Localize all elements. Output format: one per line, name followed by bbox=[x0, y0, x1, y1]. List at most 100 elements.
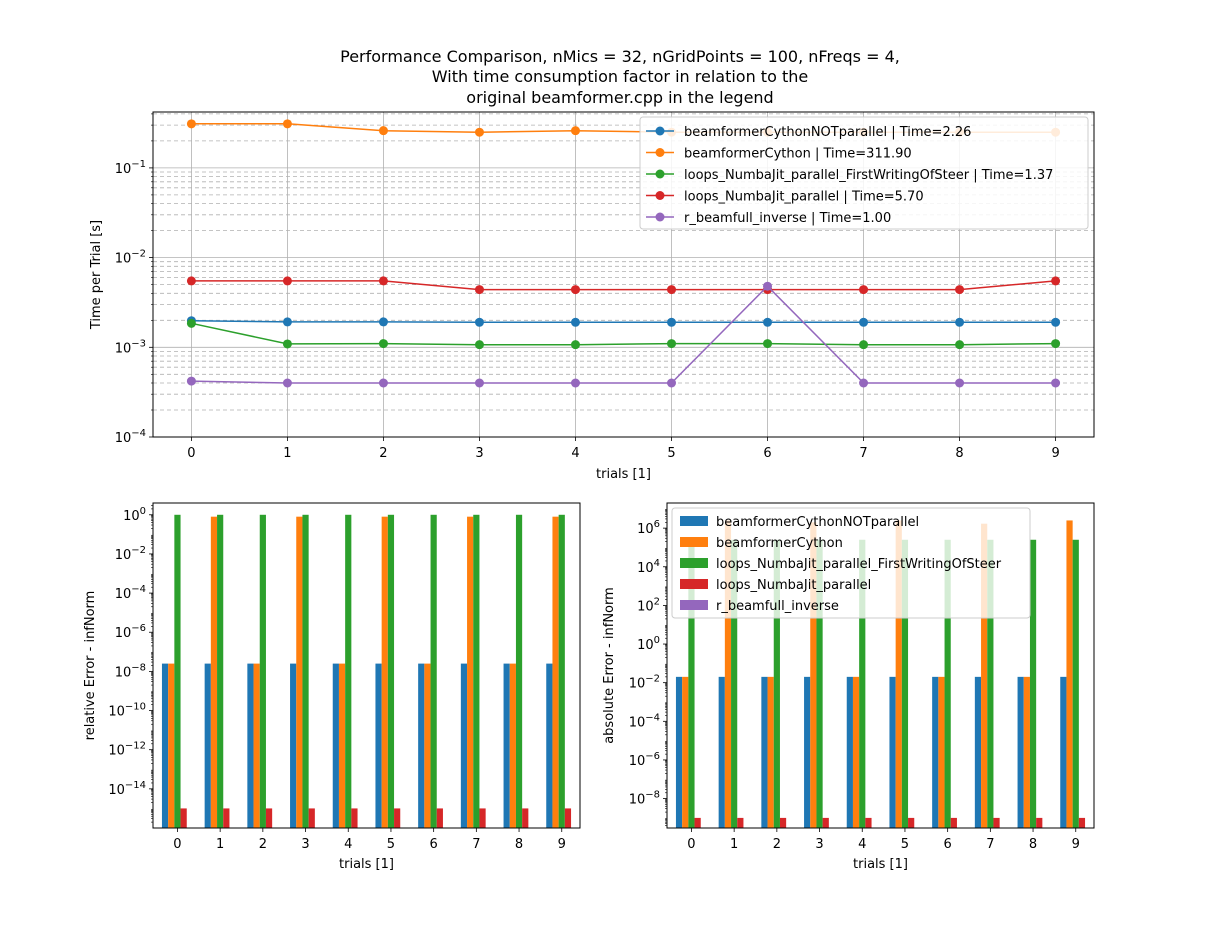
bar-loops_NumbaJit_parallel_FirstWritingOfSteer bbox=[816, 539, 823, 828]
x-tick-label: 6 bbox=[430, 837, 438, 852]
bar-beamformerCython bbox=[338, 663, 346, 828]
legend: beamformerCythonNOTparallel beamformerCyt… bbox=[671, 507, 1031, 619]
bar-beamformerCythonNOTparallel bbox=[332, 663, 339, 828]
bar-beamformerCythonNOTparallel bbox=[418, 663, 425, 828]
bar-loops_NumbaJit_parallel_FirstWritingOfSteer bbox=[302, 514, 309, 828]
bar-loops_NumbaJit_parallel bbox=[351, 808, 358, 828]
x-tick-label: 1 bbox=[283, 446, 291, 461]
y-tick-label: 10−10 bbox=[108, 702, 146, 720]
y-tick-label: 10−1 bbox=[115, 159, 146, 177]
figure-title-line-1: Performance Comparison, nMics = 32, nGri… bbox=[340, 47, 900, 66]
timing-line-chart: 10−4 10−3 10−2 10−1 0 1 2 3 4 5 6 7 8 9 trials [1] Time… bbox=[89, 111, 1095, 482]
y-tick-label: 104 bbox=[637, 558, 660, 576]
bar-loops_NumbaJit_parallel bbox=[908, 817, 915, 828]
x-tick-label: 8 bbox=[955, 446, 963, 461]
figure-title-line-2: With time consumption factor in relation… bbox=[432, 67, 808, 86]
legend-marker bbox=[655, 148, 665, 157]
x-tick-label: 3 bbox=[475, 446, 483, 461]
legend-label: loops_NumbaJit_parallel_FirstWritingOfSt… bbox=[684, 168, 1053, 183]
series-line-r_beamfull_inverse bbox=[191, 285, 1056, 384]
bar-loops_NumbaJit_parallel bbox=[394, 808, 401, 828]
legend-label: r_beamfull_inverse | Time=1.00 bbox=[684, 211, 891, 226]
y-tick-label: 10−4 bbox=[115, 428, 146, 446]
data-point-loops_NumbaJit_parallel bbox=[955, 285, 965, 295]
series-line-beamformerCythonNOTparallel bbox=[191, 319, 1056, 324]
y-tick-label: 106 bbox=[637, 519, 660, 537]
data-point-r_beamfull_inverse bbox=[378, 378, 388, 388]
bar-beamformerCython bbox=[296, 516, 303, 828]
bar-beamformerCythonNOTparallel bbox=[503, 663, 510, 828]
data-point-loops_NumbaJit_parallel bbox=[378, 276, 388, 286]
bar-loops_NumbaJit_parallel bbox=[308, 808, 315, 828]
y-tick-label: 10−2 bbox=[629, 674, 660, 692]
y-tick-label: 10−6 bbox=[629, 751, 660, 769]
y-tick-label: 10−3 bbox=[115, 338, 146, 356]
data-point-r_beamfull_inverse bbox=[1051, 378, 1061, 388]
bar-loops_NumbaJit_parallel bbox=[265, 808, 273, 828]
data-point-loops_NumbaJit_parallel_FirstWritingOfSteer bbox=[570, 340, 580, 350]
bar-loops_NumbaJit_parallel bbox=[950, 817, 957, 828]
x-tick-label: 2 bbox=[259, 837, 267, 852]
bar-loops_NumbaJit_parallel bbox=[522, 808, 529, 828]
x-tick-label: 7 bbox=[986, 837, 994, 852]
data-point-beamformerCythonNOTparallel bbox=[859, 317, 869, 327]
x-tick-label: 9 bbox=[1051, 446, 1059, 461]
y-axis-label: absolute Error - infNorm bbox=[602, 587, 617, 744]
y-tick-label: 102 bbox=[637, 596, 660, 614]
legend-swatch bbox=[680, 558, 708, 568]
x-axis-label: trials [1] bbox=[596, 467, 651, 482]
x-tick-label: 0 bbox=[173, 837, 181, 852]
plot-frame bbox=[152, 111, 1095, 438]
bar-loops_NumbaJit_parallel bbox=[694, 817, 701, 828]
data-point-loops_NumbaJit_parallel bbox=[667, 285, 677, 295]
data-point-loops_NumbaJit_parallel bbox=[282, 276, 292, 286]
bar-loops_NumbaJit_parallel_FirstWritingOfSteer bbox=[558, 514, 565, 828]
legend-swatch bbox=[680, 537, 708, 547]
bar-beamformerCythonNOTparallel bbox=[1060, 676, 1067, 828]
x-tick-label: 1 bbox=[730, 837, 738, 852]
bar-loops_NumbaJit_parallel bbox=[436, 808, 443, 828]
data-point-beamformerCythonNOTparallel bbox=[763, 317, 773, 327]
legend-label: r_beamfull_inverse bbox=[716, 599, 839, 614]
x-tick-label: 9 bbox=[1072, 837, 1080, 852]
bar-beamformerCython bbox=[724, 520, 732, 828]
absolute-error-bar-chart: 10−8 10−6 10−4 10−2 100 102 104 106 0 1 2 3 4 5 6 7 8 9 tr… bbox=[602, 502, 1095, 872]
data-point-beamformerCythonNOTparallel bbox=[667, 317, 677, 327]
relative-error-bar-chart: 10−14 10−12 10−10 10−8 10−6 10−4 10−2 100 0 1 2 3 4 5… bbox=[83, 502, 581, 872]
data-point-r_beamfull_inverse bbox=[667, 378, 677, 388]
data-point-loops_NumbaJit_parallel_FirstWritingOfSteer bbox=[859, 340, 869, 350]
y-tick-label: 10−12 bbox=[108, 741, 146, 759]
legend-marker bbox=[655, 212, 665, 222]
bar-beamformerCythonNOTparallel bbox=[546, 663, 553, 828]
bar-beamformerCythonNOTparallel bbox=[761, 676, 768, 828]
legend-marker bbox=[655, 126, 665, 136]
y-tick-label: 10−8 bbox=[115, 662, 146, 680]
data-point-beamformerCython bbox=[474, 127, 484, 137]
y-tick-label: 10−4 bbox=[115, 584, 146, 602]
x-tick-label: 6 bbox=[763, 446, 771, 461]
bar-beamformerCythonNOTparallel bbox=[247, 663, 254, 828]
data-point-loops_NumbaJit_parallel_FirstWritingOfSteer bbox=[667, 339, 677, 349]
bar-beamformerCython bbox=[938, 676, 945, 828]
series-line-loops_NumbaJit_parallel bbox=[191, 280, 1056, 291]
legend-marker bbox=[655, 191, 665, 200]
bar-loops_NumbaJit_parallel bbox=[223, 808, 230, 828]
bar-beamformerCython bbox=[810, 522, 817, 828]
data-point-beamformerCythonNOTparallel bbox=[955, 317, 965, 327]
x-tick-label: 4 bbox=[858, 837, 866, 852]
bar-beamformerCythonNOTparallel bbox=[804, 676, 811, 828]
x-tick-label: 7 bbox=[472, 837, 480, 852]
y-tick-label: 100 bbox=[637, 635, 660, 653]
bar-beamformerCythonNOTparallel bbox=[889, 676, 896, 828]
y-axis-label: relative Error - infNorm bbox=[83, 591, 98, 741]
legend-swatch bbox=[680, 579, 708, 589]
data-point-beamformerCythonNOTparallel bbox=[378, 317, 388, 327]
bar-loops_NumbaJit_parallel_FirstWritingOfSteer bbox=[430, 514, 437, 828]
data-point-loops_NumbaJit_parallel bbox=[474, 285, 484, 295]
bar-beamformerCythonNOTparallel bbox=[290, 663, 297, 828]
bar-beamformerCythonNOTparallel bbox=[675, 676, 683, 828]
data-point-beamformerCythonNOTparallel bbox=[282, 317, 292, 327]
bar-beamformerCython bbox=[467, 516, 474, 828]
x-tick-label: 5 bbox=[387, 837, 395, 852]
